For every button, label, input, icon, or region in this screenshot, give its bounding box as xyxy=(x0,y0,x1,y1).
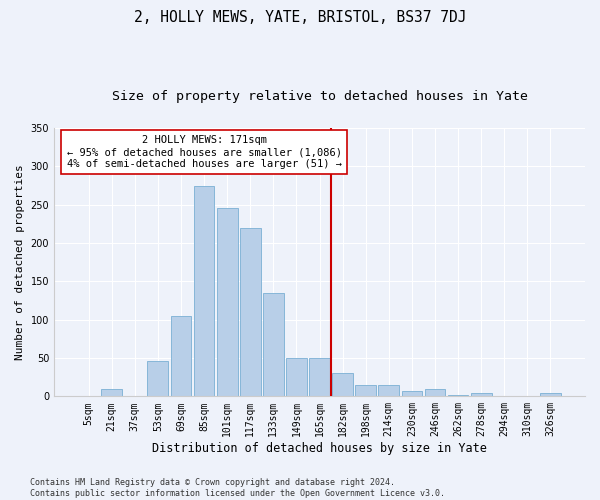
Bar xyxy=(194,186,214,396)
Bar xyxy=(401,391,422,396)
Y-axis label: Number of detached properties: Number of detached properties xyxy=(15,164,25,360)
Bar xyxy=(240,228,260,396)
Bar xyxy=(448,395,469,396)
X-axis label: Distribution of detached houses by size in Yate: Distribution of detached houses by size … xyxy=(152,442,487,455)
Bar xyxy=(471,394,491,396)
Bar xyxy=(217,208,238,396)
Bar xyxy=(355,385,376,396)
Bar xyxy=(332,374,353,396)
Bar xyxy=(425,390,445,396)
Bar xyxy=(101,388,122,396)
Text: Contains HM Land Registry data © Crown copyright and database right 2024.
Contai: Contains HM Land Registry data © Crown c… xyxy=(30,478,445,498)
Bar xyxy=(148,361,168,396)
Text: 2 HOLLY MEWS: 171sqm
← 95% of detached houses are smaller (1,086)
4% of semi-det: 2 HOLLY MEWS: 171sqm ← 95% of detached h… xyxy=(67,136,341,168)
Title: Size of property relative to detached houses in Yate: Size of property relative to detached ho… xyxy=(112,90,527,103)
Bar xyxy=(309,358,330,397)
Text: 2, HOLLY MEWS, YATE, BRISTOL, BS37 7DJ: 2, HOLLY MEWS, YATE, BRISTOL, BS37 7DJ xyxy=(134,10,466,25)
Bar xyxy=(286,358,307,397)
Bar xyxy=(263,292,284,397)
Bar xyxy=(379,385,399,396)
Bar xyxy=(540,394,561,396)
Bar xyxy=(170,316,191,396)
